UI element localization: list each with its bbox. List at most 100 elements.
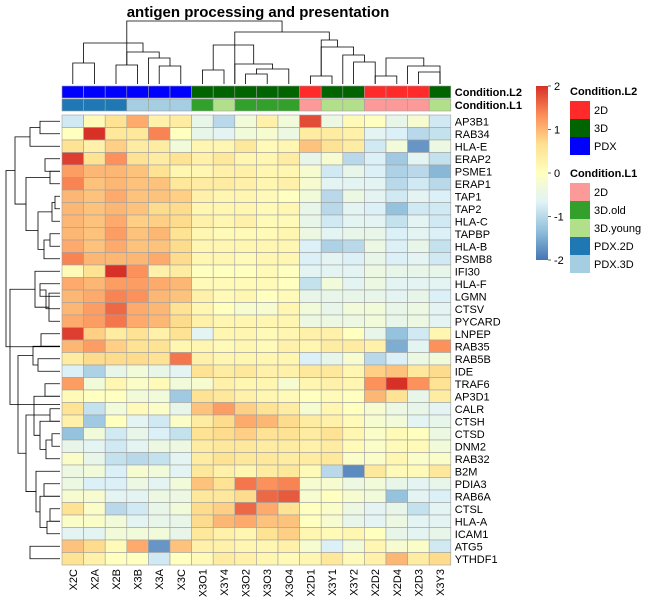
heatmap-cell — [320, 127, 344, 141]
heatmap-cell — [299, 514, 322, 528]
row-label: RAB6A — [455, 491, 492, 503]
heatmap-cell — [148, 514, 171, 528]
heatmap-cell — [256, 352, 279, 366]
heatmap-cell — [364, 464, 387, 478]
heatmap-cell — [385, 114, 408, 128]
heatmap-cell — [428, 264, 452, 278]
heatmap-cell — [83, 177, 106, 191]
heatmap-cell — [277, 114, 300, 128]
heatmap-cell — [169, 239, 192, 253]
annotation-cell — [320, 85, 344, 99]
heatmap-cell — [277, 139, 300, 153]
heatmap-cell — [407, 214, 430, 228]
heatmap-cell — [299, 439, 322, 453]
heatmap-cell — [234, 552, 257, 566]
heatmap-cell — [104, 239, 128, 253]
heatmap-cell — [191, 114, 214, 128]
heatmap-cell — [342, 189, 365, 203]
heatmap-cell — [299, 177, 322, 191]
heatmap-cell — [234, 377, 257, 391]
column-label: X2A — [89, 568, 101, 589]
legend-swatch — [570, 219, 590, 237]
heatmap-cell — [148, 377, 171, 391]
heatmap-cell — [61, 464, 84, 478]
heatmap-cell — [407, 302, 430, 316]
column-label: X3O2 — [241, 569, 253, 597]
heatmap-cell — [277, 302, 300, 316]
heatmap-cell — [169, 464, 192, 478]
heatmap-cell — [299, 552, 322, 566]
heatmap-cell — [61, 352, 84, 366]
annotation-cell — [83, 85, 106, 99]
heatmap-cell — [364, 177, 387, 191]
heatmap-cell — [148, 364, 171, 378]
heatmap-cell — [126, 202, 149, 216]
heatmap-cell — [364, 514, 387, 528]
heatmap-cell — [385, 464, 408, 478]
heatmap-cell — [61, 552, 84, 566]
heatmap-cell — [407, 539, 430, 553]
heatmap-cell — [83, 414, 106, 428]
heatmap-cell — [212, 327, 236, 341]
heatmap-cell — [191, 489, 214, 503]
heatmap-cell — [342, 127, 365, 141]
heatmap-cell — [104, 139, 128, 153]
heatmap-cell — [342, 152, 365, 166]
heatmap-cell — [126, 277, 149, 291]
heatmap-cell — [191, 214, 214, 228]
column-label: X3Y2 — [349, 569, 361, 596]
heatmap-cell — [428, 289, 452, 303]
heatmap-cell — [169, 489, 192, 503]
heatmap-cell — [212, 514, 236, 528]
heatmap-cell — [364, 114, 387, 128]
heatmap-cell — [256, 414, 279, 428]
legend-swatch — [570, 119, 590, 137]
heatmap-cell — [256, 177, 279, 191]
column-label: X3Y3 — [435, 569, 447, 596]
heatmap-cell — [277, 152, 300, 166]
heatmap-cell — [61, 302, 84, 316]
chart-title: antigen processing and presentation — [127, 4, 390, 21]
heatmap-cell — [169, 152, 192, 166]
heatmap-cell — [407, 352, 430, 366]
heatmap-cell — [407, 339, 430, 353]
heatmap-cell — [104, 202, 128, 216]
heatmap-cell — [104, 527, 128, 541]
heatmap-cell — [169, 552, 192, 566]
heatmap-cell — [234, 164, 257, 178]
heatmap-cell — [364, 214, 387, 228]
heatmap-cell — [83, 164, 106, 178]
heatmap-cell — [342, 514, 365, 528]
heatmap-cell — [256, 502, 279, 516]
heatmap-cell — [364, 364, 387, 378]
annotation-label: Condition.L1 — [455, 100, 522, 112]
row-label: IFI30 — [455, 266, 480, 278]
heatmap-cell — [320, 114, 344, 128]
heatmap-cell — [385, 477, 408, 491]
row-label: ERAP1 — [455, 179, 491, 191]
heatmap-cell — [83, 552, 106, 566]
heatmap-cell — [385, 452, 408, 466]
heatmap-cell — [83, 339, 106, 353]
heatmap-cell — [407, 264, 430, 278]
column-label: X3O1 — [197, 569, 209, 597]
heatmap-cell — [126, 552, 149, 566]
annotation-cell — [342, 85, 365, 99]
heatmap-cell — [212, 277, 236, 291]
heatmap-cell — [385, 327, 408, 341]
legend-swatch — [570, 137, 590, 155]
heatmap-cell — [407, 452, 430, 466]
heatmap-cell — [212, 389, 236, 403]
heatmap-cell — [428, 377, 452, 391]
heatmap-cell — [191, 427, 214, 441]
heatmap-cell — [148, 439, 171, 453]
heatmap-cell — [385, 527, 408, 541]
heatmap-cell — [169, 539, 192, 553]
heatmap-cell — [320, 552, 344, 566]
heatmap-cell — [126, 527, 149, 541]
heatmap-cell — [320, 427, 344, 441]
heatmap-cell — [169, 427, 192, 441]
heatmap-cell — [320, 402, 344, 416]
heatmap-cell — [342, 377, 365, 391]
heatmap-cell — [428, 527, 452, 541]
